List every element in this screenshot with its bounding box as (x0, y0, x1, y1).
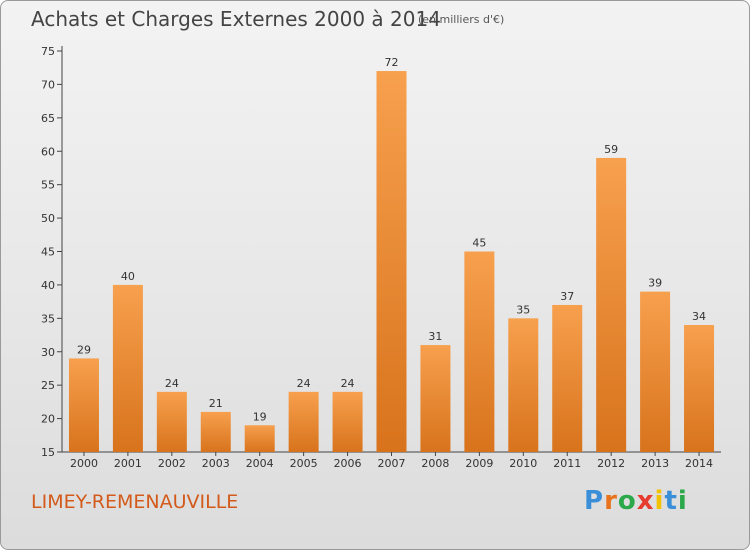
y-tick-label: 50 (41, 212, 55, 225)
x-tick-label: 2010 (509, 457, 537, 470)
data-label: 59 (604, 143, 618, 156)
logo-letter: r (604, 486, 618, 516)
x-tick-label: 2009 (465, 457, 493, 470)
x-tick-label: 2014 (685, 457, 713, 470)
data-label: 40 (121, 270, 135, 283)
data-label: 19 (253, 410, 267, 423)
data-label: 21 (209, 397, 223, 410)
y-tick-label: 15 (41, 446, 55, 459)
x-tick-label: 2003 (202, 457, 230, 470)
x-tick-label: 2002 (158, 457, 186, 470)
y-tick-label: 55 (41, 179, 55, 192)
y-tick-label: 60 (41, 145, 55, 158)
y-tick-label: 40 (41, 279, 55, 292)
y-tick-label: 30 (41, 346, 55, 359)
data-label: 39 (648, 277, 662, 290)
chart-title: Achats et Charges Externes 2000 à 2014 (31, 7, 441, 31)
bar (112, 284, 143, 452)
x-tick-label: 2004 (246, 457, 274, 470)
logo-letter: o (617, 486, 637, 516)
x-tick-label: 2007 (378, 457, 406, 470)
bar (596, 157, 627, 452)
logo-letter: P (584, 486, 605, 516)
bar (684, 325, 715, 452)
commune-name: LIMEY-REMENAUVILLE (31, 491, 239, 513)
data-label: 24 (341, 377, 355, 390)
bar (332, 391, 363, 452)
bar (288, 391, 319, 452)
bar (552, 304, 583, 452)
bar (420, 345, 451, 452)
bar (244, 425, 275, 452)
proxiti-logo: Proxiti (584, 486, 688, 516)
data-label: 34 (692, 310, 706, 323)
y-tick-label: 45 (41, 246, 55, 259)
y-tick-label: 25 (41, 379, 55, 392)
bar (68, 358, 99, 452)
bar (376, 71, 407, 453)
y-tick-label: 65 (41, 112, 55, 125)
bar (640, 291, 671, 452)
y-tick-label: 35 (41, 312, 55, 325)
bar (464, 251, 495, 452)
x-tick-label: 2013 (641, 457, 669, 470)
y-tick-label: 75 (41, 45, 55, 58)
y-tick-label: 20 (41, 413, 55, 426)
data-label: 45 (472, 237, 486, 250)
x-tick-label: 2008 (421, 457, 449, 470)
data-label: 24 (297, 377, 311, 390)
x-tick-label: 2012 (597, 457, 625, 470)
data-label: 72 (385, 56, 399, 69)
x-tick-label: 2005 (290, 457, 318, 470)
x-tick-label: 2001 (114, 457, 142, 470)
x-tick-label: 2006 (334, 457, 362, 470)
x-tick-label: 2000 (70, 457, 98, 470)
logo-letter: x (636, 486, 655, 516)
chart-subtitle: (en milliers d'€) (418, 13, 505, 26)
x-tick-label: 2011 (553, 457, 581, 470)
bar (156, 391, 187, 452)
data-label: 37 (560, 290, 574, 303)
bar (508, 318, 539, 452)
logo-letter: t (664, 486, 678, 516)
logo-letter: i (677, 486, 688, 516)
y-tick-label: 70 (41, 78, 55, 91)
data-label: 29 (77, 343, 91, 356)
logo-letter: i (654, 486, 665, 516)
data-label: 35 (516, 303, 530, 316)
data-label: 24 (165, 377, 179, 390)
bar (200, 411, 231, 452)
data-label: 31 (428, 330, 442, 343)
